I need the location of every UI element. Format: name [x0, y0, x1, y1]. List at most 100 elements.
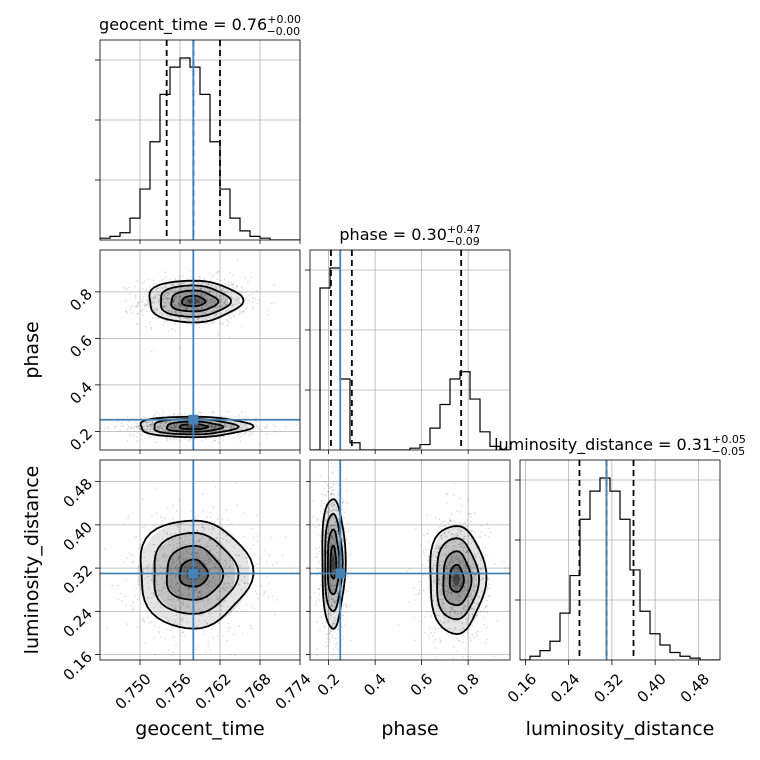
sample-point [422, 589, 425, 592]
sample-point [174, 437, 177, 439]
x-tick-label: 0.6 [407, 670, 437, 700]
sample-point [135, 305, 137, 308]
sample-point [170, 315, 172, 318]
sample-point [200, 615, 202, 617]
sample-point [223, 291, 226, 294]
sample-point [222, 435, 225, 438]
sample-point [333, 525, 335, 527]
sample-point [170, 577, 173, 580]
sample-point [196, 549, 199, 551]
sample-point [213, 310, 215, 312]
sample-point [173, 425, 175, 427]
sample-point [326, 633, 328, 636]
sample-point [212, 506, 214, 508]
sample-point [142, 423, 144, 425]
sample-point [334, 600, 337, 603]
sample-point [166, 536, 168, 539]
sample-point [484, 553, 487, 556]
sample-point [217, 415, 219, 417]
sample-point [146, 425, 148, 428]
sample-point [186, 278, 189, 280]
sample-point [209, 304, 212, 307]
sample-point [198, 298, 201, 300]
sample-point [246, 556, 249, 559]
sample-point [238, 296, 240, 299]
sample-point [215, 295, 218, 297]
sample-point [141, 438, 143, 441]
sample-point [330, 545, 333, 547]
sample-point [197, 412, 200, 414]
sample-point [266, 576, 268, 578]
sample-point [205, 303, 208, 306]
sample-point [219, 295, 221, 297]
sample-point [130, 555, 133, 557]
sample-point [137, 583, 140, 586]
sample-point [161, 427, 163, 429]
sample-point [231, 292, 233, 294]
sample-point [196, 530, 199, 532]
sample-point [190, 510, 193, 512]
sample-point [210, 425, 212, 428]
sample-point [142, 570, 144, 573]
sample-point [162, 304, 165, 307]
sample-point [186, 603, 189, 605]
sample-point [202, 576, 205, 578]
sample-point [208, 538, 210, 541]
sample-point [339, 693, 341, 695]
sample-point [211, 529, 214, 531]
sample-point [183, 317, 185, 319]
sample-point [198, 540, 201, 543]
sample-point [201, 314, 203, 316]
sample-point [147, 426, 149, 429]
sample-point [471, 624, 473, 627]
sample-point [204, 585, 206, 588]
sample-point [397, 624, 400, 626]
sample-point [201, 293, 204, 296]
sample-point [331, 634, 334, 637]
sample-point [185, 595, 188, 598]
sample-point [331, 637, 333, 639]
sample-point [181, 294, 184, 297]
sample-point [206, 316, 208, 319]
sample-point [182, 603, 185, 605]
sample-point [219, 436, 221, 438]
sample-point [290, 567, 292, 569]
sample-point [174, 311, 177, 313]
sample-point [228, 321, 230, 324]
sample-point [163, 517, 166, 519]
sample-point [179, 537, 181, 539]
sample-point [201, 312, 203, 314]
sample-point [190, 298, 193, 301]
sample-point [475, 632, 478, 634]
sample-point [337, 484, 340, 486]
sample-point [326, 644, 328, 647]
sample-point [201, 282, 203, 284]
sample-point [159, 606, 162, 609]
sample-point [136, 323, 139, 325]
sample-point [464, 522, 467, 524]
sample-point [224, 424, 226, 427]
sample-point [460, 524, 463, 526]
sample-point [235, 482, 237, 484]
sample-point [147, 434, 149, 437]
sample-point [343, 511, 346, 513]
sample-point [321, 622, 324, 624]
sample-point [175, 424, 177, 427]
x-tick-label: 0.762 [192, 670, 235, 713]
sample-point [239, 292, 241, 294]
sample-point [314, 592, 316, 594]
sample-point [151, 317, 154, 319]
sample-point [325, 608, 328, 611]
sample-point [268, 583, 270, 585]
sample-point [184, 292, 187, 295]
sample-point [174, 575, 177, 577]
sample-point [174, 296, 176, 299]
sample-point [217, 332, 219, 334]
sample-point [178, 498, 180, 501]
sample-point [225, 509, 228, 511]
sample-point [166, 533, 168, 535]
sample-point [163, 586, 165, 589]
sample-point [342, 502, 344, 505]
sample-point [208, 528, 210, 531]
sample-point [186, 313, 188, 315]
